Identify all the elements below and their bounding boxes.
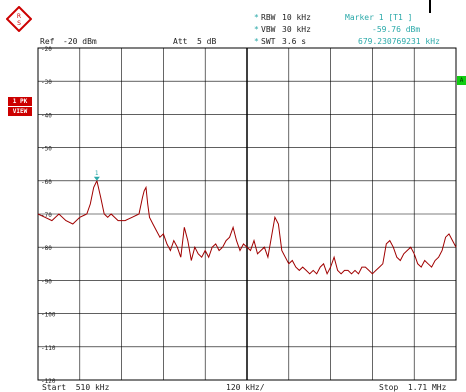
plot-grid (37, 47, 457, 381)
trace-view-label: VIEW (8, 107, 32, 116)
rbw-star: * (254, 13, 259, 22)
y-tick-label: -60 (41, 179, 52, 186)
vbw-label: VBW (261, 25, 276, 34)
trace-a-badge: A (457, 76, 466, 85)
y-tick-label: -90 (41, 278, 52, 285)
att-value: 5 dB (197, 37, 217, 46)
marker-frequency: 679.230769231 kHz (358, 37, 440, 46)
y-tick-label: -30 (41, 79, 52, 86)
y-tick-label: -100 (41, 312, 56, 319)
swt-star: * (254, 37, 259, 46)
ref-value: -20 dBm (63, 37, 97, 46)
top-cursor-mark (429, 0, 431, 13)
y-tick-label: -80 (41, 245, 52, 252)
start-frequency: Start 510 kHz (42, 383, 110, 392)
marker-triangle-icon (93, 176, 100, 181)
swt-label: SWT (261, 37, 276, 46)
y-tick-label: -50 (41, 146, 52, 153)
trace-mode-pk-label: 1 PK (8, 97, 32, 106)
ref-label: Ref (40, 37, 55, 46)
marker-number-label: 1 (95, 170, 99, 177)
stop-frequency: Stop 1.71 MHz (379, 383, 447, 392)
y-tick-labels: -20 -30 -40 -50 -60 -70 -80 -90 -100 -110 -120 (41, 46, 56, 385)
y-tick-label: -40 (41, 112, 52, 119)
vbw-value: 30 kHz (282, 25, 311, 34)
span-per-division: 120 kHz/ (226, 383, 265, 392)
y-tick-label: -120 (41, 378, 56, 385)
rbw-label: RBW (261, 13, 276, 22)
marker-level: -59.76 dBm (372, 25, 421, 34)
vbw-star: * (254, 25, 259, 34)
y-tick-label: -20 (41, 46, 52, 53)
y-tick-label: -110 (41, 345, 56, 352)
y-tick-label: -70 (41, 212, 52, 219)
svg-text:R: R (17, 13, 21, 20)
swt-value: 3.6 s (282, 37, 307, 46)
marker-title: Marker 1 [T1 ] (345, 13, 413, 22)
rbw-value: 10 kHz (282, 13, 311, 22)
att-label: Att (173, 37, 188, 46)
svg-text:S: S (17, 20, 21, 27)
rohde-schwarz-logo-icon: R S (6, 6, 32, 32)
spectrum-trace (37, 179, 457, 276)
